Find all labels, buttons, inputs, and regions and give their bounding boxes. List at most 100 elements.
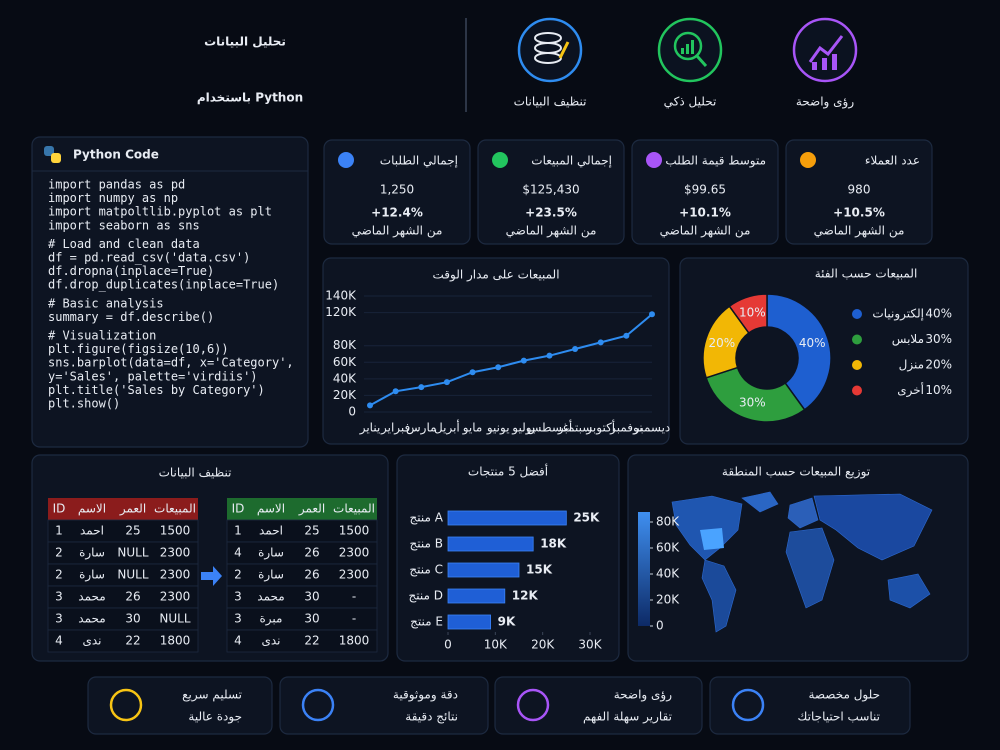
bar xyxy=(447,536,534,552)
panel xyxy=(494,676,703,735)
icon-shape xyxy=(695,54,708,68)
footer-icon xyxy=(516,688,550,722)
kpi-change: +10.5% xyxy=(833,206,885,220)
icon-shape xyxy=(808,35,844,63)
table-cell: 1800 xyxy=(160,634,191,648)
icon-shape xyxy=(558,41,570,59)
kpi-note: من الشهر الماضي xyxy=(660,224,751,239)
icon-shape xyxy=(673,31,703,61)
bar-label: 25K xyxy=(573,511,600,525)
slice-label: 40% xyxy=(799,336,826,350)
table-cell: ندى xyxy=(261,634,280,648)
icon-shape xyxy=(686,44,689,54)
table-header-cell: الاسم xyxy=(257,502,285,516)
line-point xyxy=(572,346,579,353)
legend-label: منزل xyxy=(899,358,924,373)
code-line: y='Sales', palette='virdiis') xyxy=(48,369,258,383)
colorbar-label: 80K xyxy=(656,515,680,529)
feature-label: تنظيف البيانات xyxy=(514,95,587,109)
table-cell: NULL xyxy=(117,546,148,560)
panel xyxy=(31,136,309,448)
table-cell: 4 xyxy=(55,634,63,648)
line-point xyxy=(623,332,630,339)
bar-label: 18K xyxy=(540,537,567,551)
table-cell: 22 xyxy=(125,634,140,648)
table-cell: 2 xyxy=(234,568,242,582)
slice-label: 20% xyxy=(708,336,735,350)
x-tick-label: نوفمبر xyxy=(609,421,642,436)
legend-label: إلكترونيات xyxy=(872,307,924,322)
legend-swatch xyxy=(852,385,862,396)
kpi-note: من الشهر الماضي xyxy=(814,224,905,239)
line-point xyxy=(546,352,553,359)
table-header-cell: المبيعات xyxy=(154,502,196,516)
line-point xyxy=(597,339,604,346)
panel xyxy=(709,676,911,735)
footer-text: تقارير سهلة الفهم xyxy=(583,710,672,725)
feature-label: تحليل ذكي xyxy=(664,95,717,109)
code-title: Python Code xyxy=(73,148,159,162)
table-header-cell: ID xyxy=(53,502,66,516)
table-cell: محمد xyxy=(78,612,105,626)
table-cell: NULL xyxy=(117,568,148,582)
y-tick-label: 120K xyxy=(325,305,357,319)
y-tick-label: 80K xyxy=(333,338,357,352)
feature-icon xyxy=(657,17,723,83)
panel xyxy=(87,676,273,735)
python-logo xyxy=(51,153,61,163)
x-tick-label: يوليو xyxy=(511,421,535,436)
table-cell: محمد xyxy=(78,590,105,604)
legend-label: أخرى xyxy=(897,382,924,398)
table-cell: NULL xyxy=(159,612,190,626)
y-tick-label: 140K xyxy=(325,289,357,303)
table-header-cell: العمر xyxy=(119,502,146,517)
code-line: # Visualization xyxy=(48,329,156,343)
bar xyxy=(447,562,520,578)
table-cell: سارة xyxy=(258,568,284,583)
icon-shape xyxy=(822,58,827,70)
bar xyxy=(447,614,491,630)
arrow xyxy=(201,566,222,586)
code-line: import matpoltlib.pyplot as plt xyxy=(48,205,272,219)
icon-shape xyxy=(832,54,837,70)
kpi-value: 1,250 xyxy=(380,183,414,197)
kpi-value: $125,430 xyxy=(522,183,579,197)
code-line: summary = df.describe() xyxy=(48,310,214,324)
code-line: df = pd.read_csv('data.csv') xyxy=(48,251,250,265)
pie-slice xyxy=(766,293,832,411)
colorbar-label: 60K xyxy=(656,541,680,555)
code-line: import seaborn as sns xyxy=(48,218,200,232)
line-point xyxy=(649,311,655,318)
footer-text: جودة عالية xyxy=(188,710,242,725)
code-line: df.dropna(inplace=True) xyxy=(48,264,214,278)
map-region xyxy=(813,493,933,561)
table-row xyxy=(47,629,199,653)
slice-label: 30% xyxy=(739,396,766,410)
colorbar-label: 0 xyxy=(656,619,664,633)
table-cell: - xyxy=(352,612,356,626)
x-tick-label: يونيو xyxy=(486,421,510,436)
code-line: # Load and clean data xyxy=(48,237,200,251)
table-cell: 30 xyxy=(304,590,319,604)
x-tick-label: أبريل xyxy=(434,420,460,436)
table-cell: 2300 xyxy=(339,568,370,582)
footer-title: رؤى واضحة xyxy=(614,688,673,703)
footer-icon xyxy=(301,688,335,722)
y-tick-label: منتج C xyxy=(409,563,443,577)
code-line: df.drop_duplicates(inplace=True) xyxy=(48,278,279,292)
python-logo xyxy=(44,146,54,156)
table-header xyxy=(48,498,198,520)
table-cell: سارة xyxy=(258,546,284,561)
bar xyxy=(447,510,567,526)
icon-shape xyxy=(812,62,817,70)
x-tick-label: ديسمبر xyxy=(633,421,671,436)
table-cell: 2300 xyxy=(160,546,191,560)
line-point xyxy=(418,384,425,391)
line-point xyxy=(443,379,450,386)
kpi-change: +12.4% xyxy=(371,206,423,220)
line-point xyxy=(520,357,527,364)
table-header-cell: المبيعات xyxy=(333,502,375,516)
table-cell: محمد xyxy=(257,590,284,604)
x-tick-label: 30K xyxy=(578,638,602,652)
